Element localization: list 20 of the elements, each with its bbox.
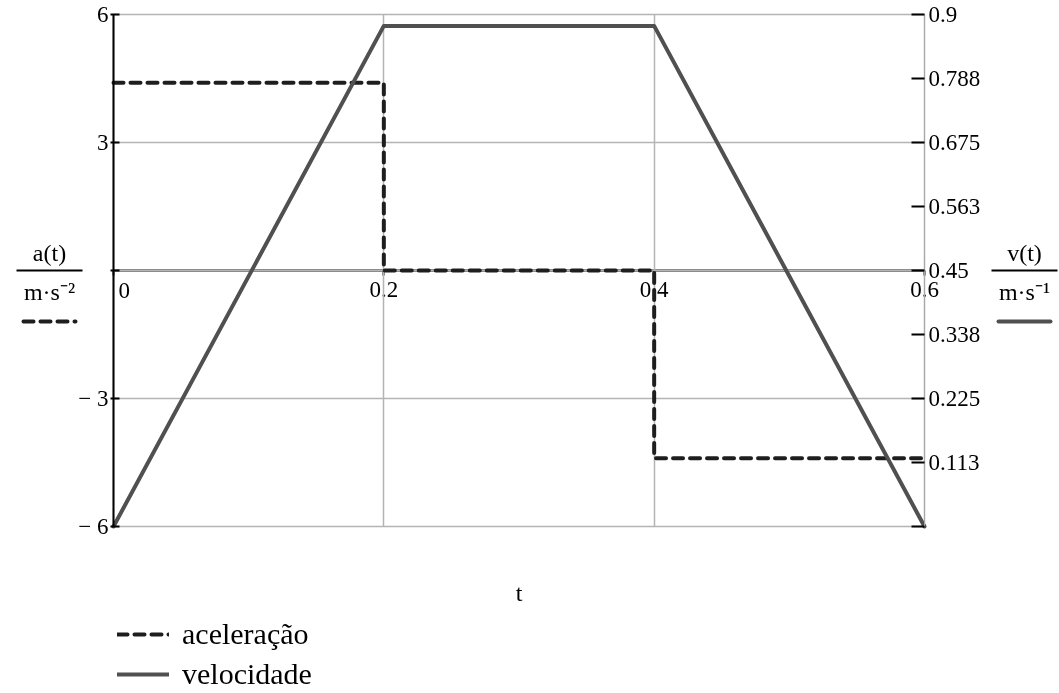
y-tick-label: 6	[97, 2, 109, 27]
y2-tick-label: 0.563	[928, 193, 981, 219]
y2-tick-label: 0.225	[928, 386, 981, 411]
legend-label: aceleração	[182, 617, 309, 651]
y2-tick-label: 0.675	[928, 130, 981, 155]
x-axis-title: t	[515, 579, 523, 606]
y-tick-label: − 3	[78, 386, 109, 411]
y2-tick-label: 0.338	[928, 321, 981, 347]
y-axis-title: a(t) m·s⁻²	[23, 239, 76, 305]
y2-tick-label: 0.45	[928, 258, 969, 283]
y-tick-label: 3	[97, 130, 109, 155]
x-tick-label: 0.2	[369, 276, 399, 302]
x-tick-label: 0	[118, 277, 130, 303]
y2-tick-label: 0.113	[928, 449, 980, 475]
y-tick-label: − 6	[78, 514, 109, 539]
y2-tick-label: 0.9	[928, 2, 958, 27]
y2-axis-title: v(t) m·s⁻¹	[998, 239, 1051, 305]
y2-tick-label: 0.788	[928, 65, 981, 91]
x-tick-label: 0.4	[639, 276, 670, 302]
legend-label: velocidade	[182, 657, 312, 691]
